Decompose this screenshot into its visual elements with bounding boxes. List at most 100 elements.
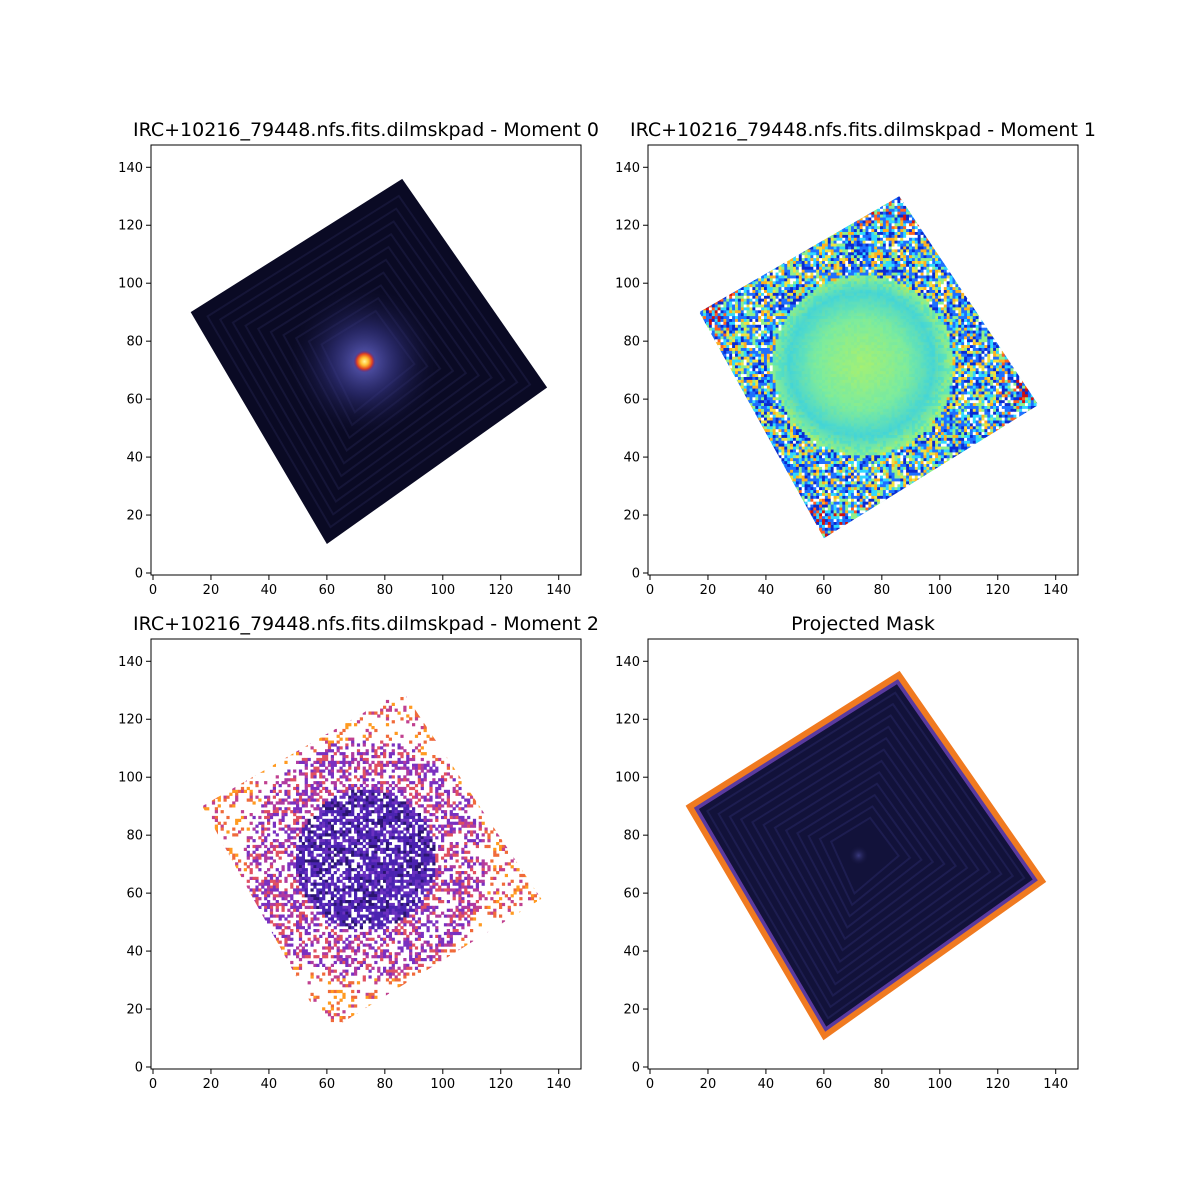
pixel: [683, 200, 686, 203]
pixel: [747, 148, 750, 151]
pixel: [1002, 157, 1005, 160]
pixel: [795, 232, 800, 236]
pixel: [906, 148, 909, 151]
pixel: [683, 180, 686, 183]
pixel: [935, 232, 939, 236]
pixel: [842, 232, 846, 236]
pixel: [657, 241, 660, 244]
pixel: [665, 218, 668, 221]
pixel: [1022, 232, 1026, 236]
pixel: [825, 177, 828, 180]
pixel: [1057, 154, 1060, 157]
pixel: [1040, 165, 1043, 168]
pixel: [1004, 200, 1008, 204]
pixel: [860, 148, 863, 151]
pixel: [897, 180, 900, 183]
pixel: [665, 189, 668, 192]
pixel: [802, 174, 805, 177]
pixel: [935, 174, 938, 177]
pixel: [866, 171, 869, 174]
pixel: [694, 226, 697, 229]
pixel: [798, 214, 802, 218]
pixel: [732, 200, 736, 204]
pixel: [990, 229, 994, 233]
pixel: [897, 177, 900, 180]
pixel: [877, 203, 881, 207]
pixel: [714, 208, 718, 212]
pixel: [755, 174, 758, 177]
pixel: [909, 214, 913, 218]
pixel: [718, 162, 721, 165]
pixel: [732, 186, 735, 189]
pixel: [909, 154, 912, 157]
pixel: [827, 223, 831, 227]
pixel: [842, 226, 846, 230]
pixel: [929, 223, 933, 227]
pixel: [1016, 168, 1019, 171]
pixel: [692, 203, 695, 206]
pixel: [854, 186, 857, 189]
pixel: [929, 171, 932, 174]
pixel: [700, 148, 703, 151]
pixel: [984, 168, 987, 171]
pixel: [674, 151, 677, 154]
pixel: [1037, 177, 1040, 180]
pixel: [897, 205, 901, 210]
pixel: [877, 160, 880, 163]
pixel: [717, 226, 721, 230]
pixel: [697, 171, 700, 174]
pixel: [1036, 220, 1039, 224]
pixel: [714, 240, 718, 244]
pixel: [848, 220, 852, 224]
pixel: [1016, 183, 1019, 186]
pixel: [660, 203, 663, 206]
pixel: [784, 200, 788, 204]
footprint-texture: [657, 148, 1077, 539]
pixel: [824, 196, 829, 198]
pixel: [723, 217, 727, 221]
pixel: [720, 200, 724, 204]
pixel: [766, 196, 771, 198]
pixel: [1074, 162, 1077, 165]
pixel: [764, 208, 768, 212]
pixel: [932, 151, 935, 154]
pixel: [952, 220, 956, 224]
pixel: [1028, 168, 1031, 171]
pixel: [706, 214, 710, 218]
pixel: [1048, 215, 1051, 218]
pixel: [680, 194, 683, 197]
pixel: [874, 186, 877, 189]
pixel: [990, 200, 994, 204]
pixel: [1025, 226, 1029, 230]
pixel: [834, 189, 837, 192]
pixel: [1034, 189, 1037, 192]
pixel: [828, 174, 831, 177]
pixel: [894, 232, 898, 236]
pixel: [929, 189, 932, 192]
pixel: [1008, 177, 1011, 180]
pixel: [1030, 217, 1034, 221]
pixel: [697, 177, 700, 180]
pixel: [752, 154, 755, 157]
pixel: [900, 186, 903, 189]
pixel: [926, 220, 930, 224]
pixel: [700, 232, 704, 236]
pixel: [741, 174, 744, 177]
pixel: [801, 205, 805, 210]
pixel: [671, 171, 674, 174]
pixel: [853, 232, 858, 236]
pixel: [723, 220, 727, 224]
pixel: [1069, 194, 1072, 197]
pixel: [866, 191, 869, 194]
pixel: [837, 191, 840, 194]
pixel: [918, 186, 921, 189]
pixel: [683, 220, 686, 223]
pixel: [775, 232, 779, 236]
pixel: [967, 197, 971, 201]
pixel: [1005, 160, 1008, 163]
pixel: [726, 180, 729, 183]
pixel: [732, 237, 736, 241]
pixel: [772, 217, 776, 221]
pixel: [952, 200, 956, 204]
pixel: [1034, 157, 1037, 160]
